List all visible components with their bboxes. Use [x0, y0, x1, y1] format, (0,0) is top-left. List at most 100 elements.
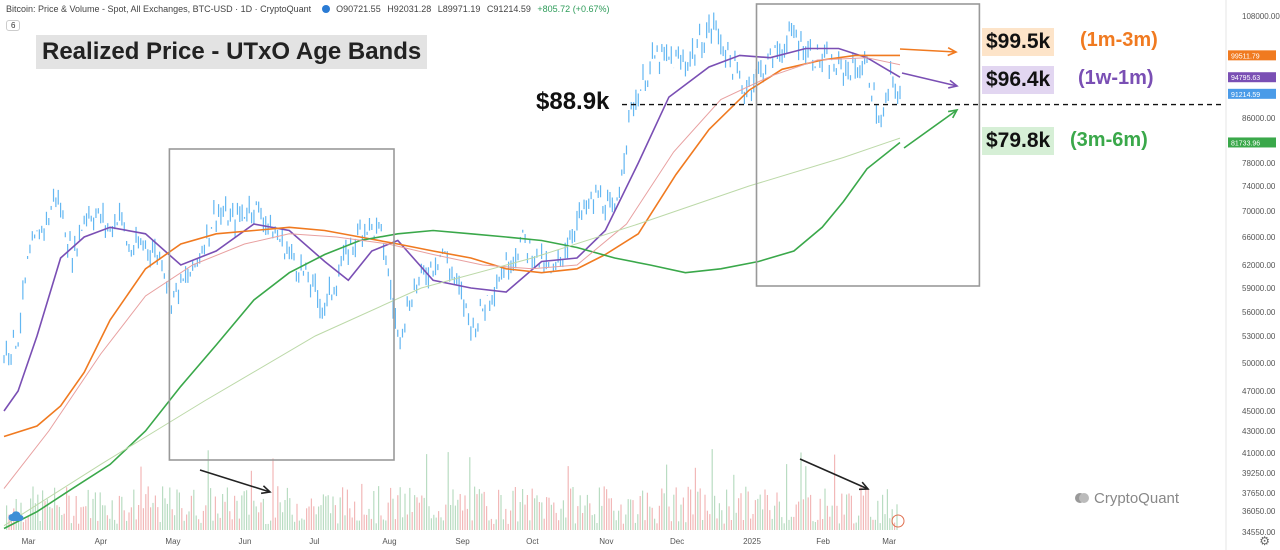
volume-bar — [46, 499, 48, 530]
volume-bar — [666, 464, 668, 530]
volume-bar — [318, 506, 320, 530]
volume-bar — [358, 520, 360, 530]
y-tick-label: 39250.00 — [1242, 469, 1276, 478]
volume-bar — [145, 494, 147, 530]
volume-bar — [579, 495, 581, 530]
price-tag-bg — [1228, 50, 1276, 61]
volume-bar — [668, 506, 670, 530]
volume-bar — [222, 494, 224, 530]
volume-bar — [344, 515, 346, 530]
volume-bar — [382, 519, 384, 530]
x-tick-label: Dec — [670, 537, 684, 546]
series-line-1w-1m — [3, 47, 901, 412]
volume-bar — [603, 486, 605, 530]
volume-bar — [22, 522, 24, 530]
settings-gear-icon[interactable]: ⚙ — [1259, 534, 1270, 548]
volume-bar — [538, 502, 540, 530]
label-1w-1m-band: (1w-1m) — [1078, 67, 1154, 89]
volume-bar — [25, 519, 27, 530]
volume-bar — [591, 515, 593, 530]
volume-bar — [325, 496, 327, 530]
volume-bar — [140, 466, 142, 530]
volume-bar — [774, 505, 776, 530]
volume-bar — [414, 495, 416, 530]
arrow-1w-1m-head — [948, 79, 959, 89]
volume-bar — [106, 515, 108, 530]
volume-bar — [702, 520, 704, 530]
volume-bar — [241, 495, 243, 530]
volume-bar — [224, 501, 226, 530]
ohlc-close: C91214.59 — [486, 4, 531, 14]
chart-header: Bitcoin: Price & Volume - Spot, All Exch… — [6, 4, 613, 20]
volume-bar — [303, 519, 305, 530]
volume-bar — [661, 488, 663, 530]
volume-bar — [178, 492, 180, 530]
volume-bar — [109, 518, 111, 530]
volume-bar — [759, 494, 761, 530]
symbol-title[interactable]: Bitcoin: Price & Volume - Spot, All Exch… — [6, 4, 312, 14]
volume-bar — [54, 487, 56, 530]
volume-bar — [44, 501, 46, 530]
arrow-1w-1m — [901, 72, 958, 87]
volume-bar — [277, 486, 279, 530]
y-tick-label: 45000.00 — [1242, 407, 1276, 416]
ohlc-open: O90721.55 — [336, 4, 381, 14]
volume-bar — [625, 514, 627, 530]
volume-bar — [99, 492, 101, 530]
volume-bar — [423, 497, 425, 530]
volume-bar — [783, 523, 785, 530]
watermark: CryptoQuant — [1074, 490, 1179, 507]
volume-bar — [138, 505, 140, 530]
volume-bar — [186, 514, 188, 530]
indicator-toggle-button[interactable]: 6 — [6, 20, 21, 31]
volume-bar — [406, 514, 408, 530]
volume-bar — [166, 503, 168, 530]
volume-bar — [514, 487, 516, 530]
volume-bar — [123, 510, 125, 530]
volume-bar — [445, 504, 447, 530]
volume-bar — [330, 513, 332, 530]
volume-bar — [195, 515, 197, 530]
volume-bar — [733, 474, 735, 530]
volume-bar — [802, 499, 804, 530]
volume-bar — [838, 523, 840, 530]
volume-bar — [262, 498, 264, 530]
volume-bar — [795, 504, 797, 530]
volume-bar — [498, 489, 500, 530]
volume-bar — [613, 510, 615, 530]
volume-bar — [517, 521, 519, 530]
volume-bar — [601, 505, 603, 530]
volume-bar — [346, 489, 348, 530]
volume-bar — [349, 508, 351, 530]
volume-bar — [133, 489, 135, 530]
volume-bar — [757, 498, 759, 530]
volume-bar — [510, 510, 512, 530]
volume-bar — [366, 514, 368, 530]
volume-bar — [560, 508, 562, 530]
price-tag-label: 91214.59 — [1231, 92, 1260, 99]
volume-bar — [634, 522, 636, 530]
volume-bar — [416, 497, 418, 530]
volume-bar — [690, 489, 692, 530]
volume-bar — [51, 508, 53, 530]
volume-bar — [162, 486, 164, 530]
volume-bar — [543, 518, 545, 530]
volume-bar — [315, 514, 317, 530]
volume-bar — [457, 499, 459, 530]
cloud-icon[interactable] — [8, 510, 24, 522]
volume-bar — [438, 511, 440, 530]
volume-bar — [490, 518, 492, 530]
chart-title: Realized Price - UTxO Age Bands — [36, 35, 428, 69]
volume-bar — [630, 499, 632, 530]
volume-bar — [152, 502, 154, 530]
volume-bar — [430, 518, 432, 530]
volume-bar — [253, 500, 255, 530]
volume-bar — [94, 492, 96, 530]
cryptoquant-logo-icon — [1075, 493, 1089, 503]
volume-bar — [610, 498, 612, 530]
volume-bar — [639, 496, 641, 530]
arrow-3m-6m — [903, 109, 958, 149]
volume-bar — [236, 500, 238, 530]
volume-bar — [651, 507, 653, 530]
